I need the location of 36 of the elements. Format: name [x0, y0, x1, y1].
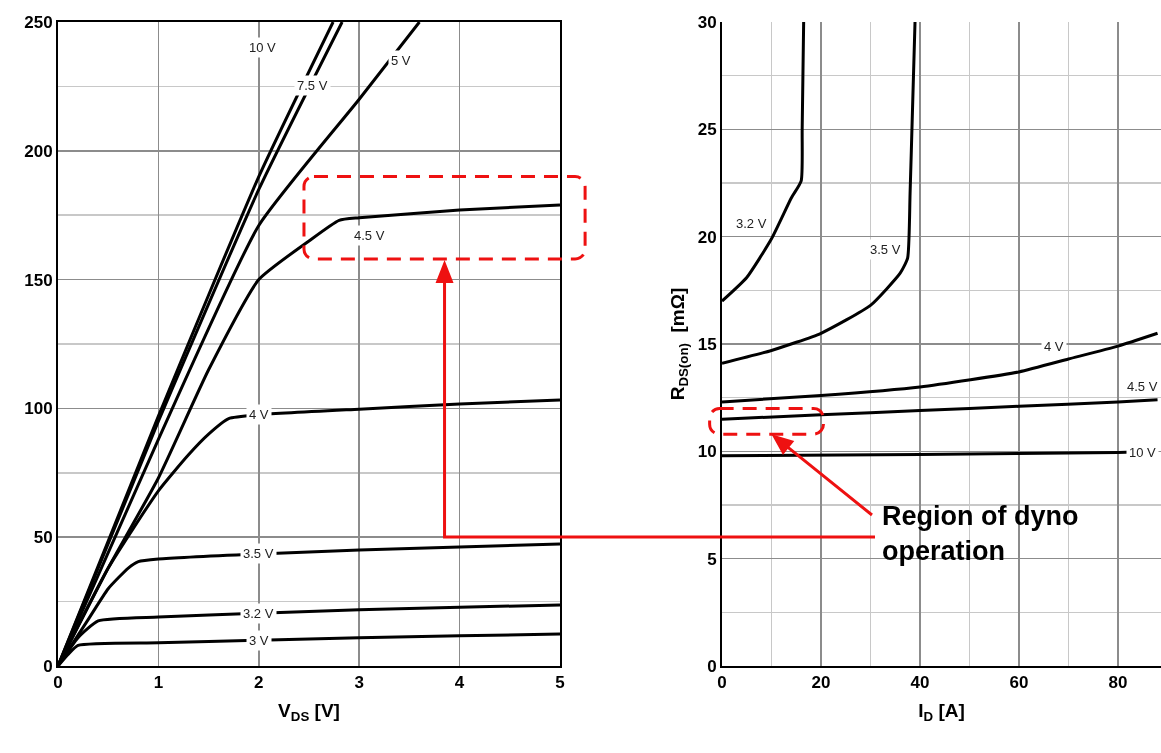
x-tick-label: 20	[811, 673, 831, 693]
x-axis-title: V$_{DS}$ [V]	[278, 699, 340, 724]
series-label: 4 V	[1044, 339, 1064, 354]
y-tick-label: 150	[24, 270, 53, 290]
series-label: 10 V	[1129, 445, 1157, 460]
y-tick-label: 20	[697, 227, 717, 247]
series-label: 5 V	[391, 53, 411, 68]
series-label: 3 V	[249, 633, 269, 648]
series-label: 3.2 V	[736, 216, 767, 231]
y-tick-label: 10	[697, 442, 717, 462]
x-tick-label: 40	[910, 673, 930, 693]
y-tick-label: 0	[43, 656, 53, 676]
y-tick-label: 25	[697, 120, 717, 140]
x-tick-label: 2	[254, 673, 264, 693]
y-tick-label: 50	[33, 528, 53, 548]
x-axis-title: I$_{D}$ [A]	[918, 699, 965, 724]
series-label: 4.5 V	[354, 228, 385, 243]
y-tick-label: 15	[697, 334, 717, 354]
series-label: 4 V	[249, 407, 269, 422]
y-tick-label: 250	[24, 12, 53, 32]
series-label: 3.5 V	[870, 242, 901, 257]
y-tick-label: 0	[707, 656, 717, 676]
x-tick-label: 4	[454, 673, 465, 693]
y-tick-label: 100	[24, 399, 53, 419]
annotation: Region of dyno operation	[882, 501, 1079, 567]
y-tick-label: 200	[24, 141, 53, 161]
y-tick-label: 30	[697, 12, 717, 32]
x-tick-label: 3	[354, 673, 364, 693]
series-label: 4.5 V	[1127, 379, 1158, 394]
text: 10 V	[249, 40, 277, 55]
x-tick-label: 1	[153, 673, 164, 693]
x-tick-label: 5	[555, 673, 565, 693]
series-label: 7.5 V	[297, 78, 328, 93]
y-tick-label: 5	[707, 549, 717, 569]
x-tick-label: 80	[1108, 673, 1128, 693]
x-tick-label: 60	[1009, 673, 1029, 693]
